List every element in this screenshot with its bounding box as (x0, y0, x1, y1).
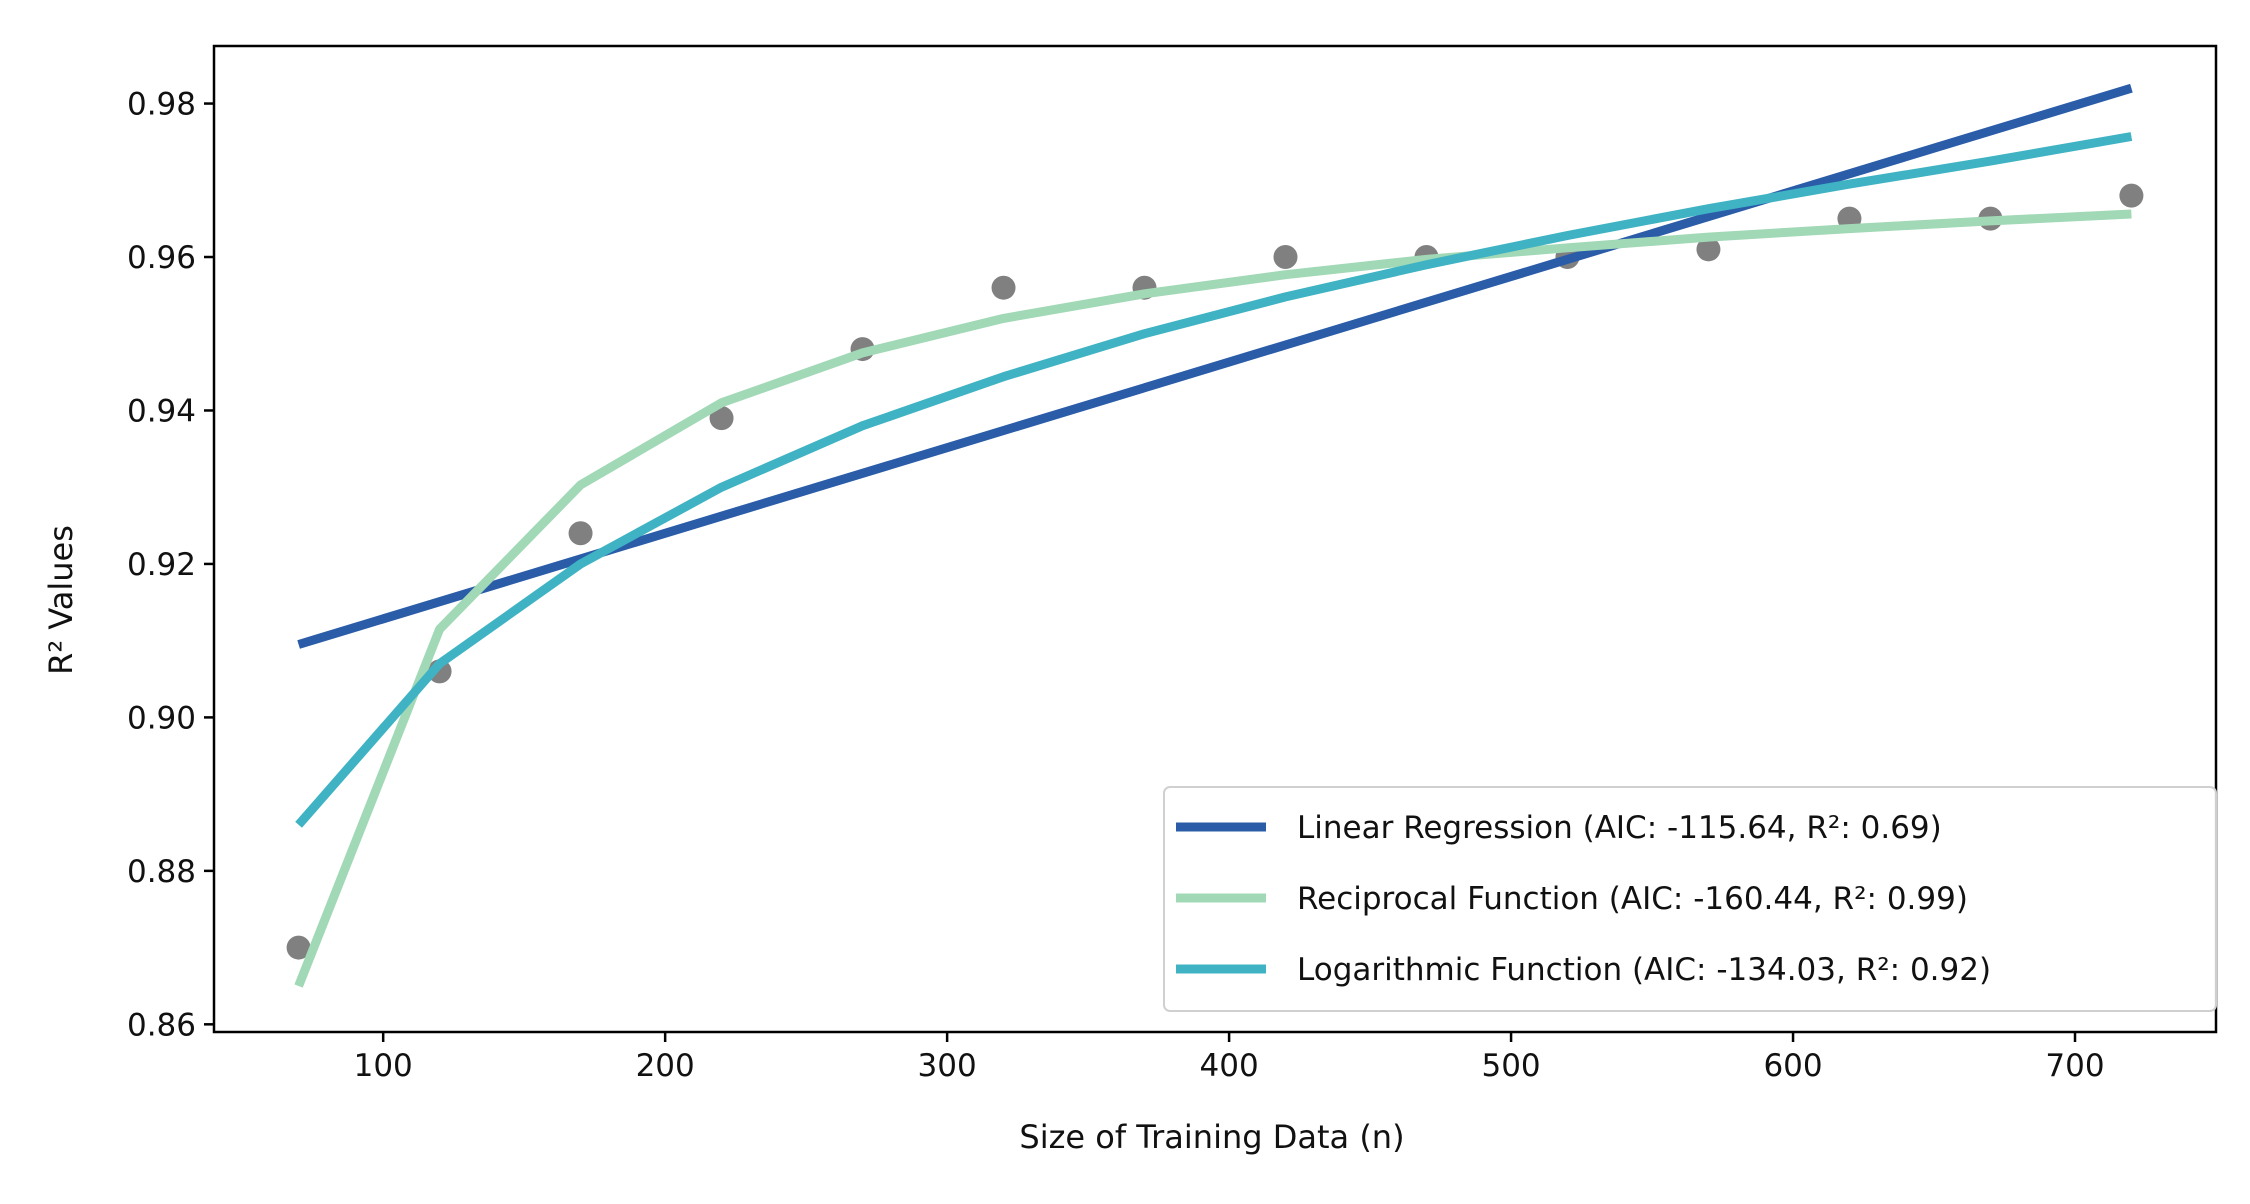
plot-layer (286, 83, 2144, 988)
y-tick-label: 0.90 (127, 700, 196, 736)
plot-frame (212, 44, 2218, 1034)
x-tick-label: 500 (1481, 1048, 1540, 1084)
legend-box (1163, 786, 2217, 1012)
y-tick-label: 0.94 (127, 393, 196, 429)
data-point (1273, 245, 1298, 270)
legend-label: Reciprocal Function (AIC: -160.44, R²: 0… (1297, 881, 1968, 917)
series-line-1 (294, 209, 2132, 988)
data-point (286, 935, 311, 960)
axis-layer: 100 200 300 400 500 600 700 0.86 0.88 0.90 0.92 0.9… (127, 44, 2218, 1084)
data-point (991, 275, 1016, 300)
legend: Linear Regression (AIC: -115.64, R²: 0.6… (1163, 786, 2217, 1012)
y-tick-label: 0.96 (127, 240, 196, 276)
x-tick-label: 200 (636, 1048, 695, 1084)
data-point (1696, 237, 1721, 262)
x-tick-label: 100 (354, 1048, 413, 1084)
x-tick-label: 600 (1763, 1048, 1822, 1084)
data-point (568, 521, 593, 546)
y-tick-label: 0.86 (127, 1007, 196, 1043)
legend-label: Logarithmic Function (AIC: -134.03, R²: … (1297, 952, 1991, 988)
y-tick-label: 0.98 (127, 87, 196, 123)
x-tick-label: 300 (918, 1048, 977, 1084)
y-axis-title: R² Values (42, 525, 80, 675)
y-tick-label: 0.92 (127, 547, 196, 583)
x-tick-label: 700 (2045, 1048, 2104, 1084)
series-line-2 (295, 132, 2133, 828)
y-tick-label: 0.88 (127, 854, 196, 890)
data-point (2119, 183, 2144, 208)
x-axis-title: Size of Training Data (n) (1019, 1118, 1404, 1156)
data-point (709, 406, 734, 431)
x-tick-label: 400 (1200, 1048, 1259, 1084)
legend-label: Linear Regression (AIC: -115.64, R²: 0.6… (1297, 810, 1942, 846)
